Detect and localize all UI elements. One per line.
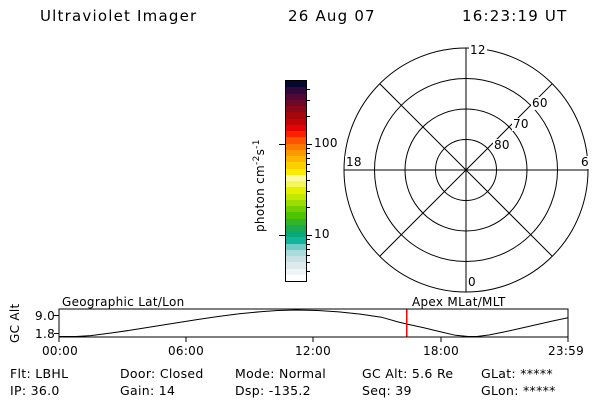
mlt-label-12: 12 xyxy=(469,43,487,57)
colorbar-band xyxy=(286,231,306,238)
colorbar-band xyxy=(286,149,306,156)
colorbar-band xyxy=(286,237,306,244)
polar-grid xyxy=(343,47,589,293)
colorbar-band xyxy=(286,168,306,175)
status-ip: IP: 36.0 xyxy=(10,383,60,398)
y-tick-label-1-8: 1.8 xyxy=(35,327,55,341)
colorbar-band xyxy=(286,174,306,181)
colorbar-minor-tick xyxy=(306,180,310,181)
lat-label-80: 80 xyxy=(493,138,511,152)
colorbar-band xyxy=(286,87,306,94)
status-flt: Flt: LBHL xyxy=(10,366,69,381)
colorbar-band xyxy=(286,262,306,269)
unit-mid: s xyxy=(253,148,267,156)
colorbar-band xyxy=(286,131,306,138)
colorbar-major-tick xyxy=(306,234,312,236)
colorbar-band xyxy=(286,212,306,219)
colorbar-tick-label-100: 100 xyxy=(314,135,338,150)
unit-exp-2: -1 xyxy=(252,139,262,149)
colorbar-major-tick xyxy=(306,143,312,145)
lat-label-70: 70 xyxy=(512,117,530,131)
colorbar-band xyxy=(286,224,306,231)
colorbar-band xyxy=(286,268,306,275)
status-mode: Mode: Normal xyxy=(235,366,327,381)
colorbar-band xyxy=(286,99,306,106)
colorbar-band xyxy=(286,199,306,206)
colorbar-major-tick-left xyxy=(279,234,285,236)
colorbar-band xyxy=(286,137,306,144)
colorbar-minor-tick xyxy=(306,157,310,159)
lat-label-60: 60 xyxy=(531,96,549,110)
colorbar-band xyxy=(286,81,306,88)
status-seq: Seq: 39 xyxy=(362,383,412,398)
colorbar-band xyxy=(286,118,306,125)
altitude-curve xyxy=(59,309,569,337)
colorbar-band xyxy=(286,162,306,169)
colorbar-band xyxy=(286,187,306,194)
colorbar-tick-label-10: 10 xyxy=(314,226,330,241)
colorbar xyxy=(285,80,307,282)
mlt-spoke-15-3 xyxy=(379,83,553,257)
x-tick-label-0000: 00:00 xyxy=(41,344,79,358)
status-gain: Gain: 14 xyxy=(120,383,176,398)
colorbar-minor-tick xyxy=(306,207,310,209)
altitude-plot-frame xyxy=(54,308,569,342)
colorbar-minor-tick xyxy=(306,152,310,154)
colorbar-minor-tick xyxy=(306,249,310,250)
status-door: Door: Closed xyxy=(120,366,204,381)
colorbar-major-tick-left xyxy=(279,143,285,145)
colorbar-minor-tick xyxy=(306,239,310,241)
colorbar-minor-tick xyxy=(306,255,310,257)
unit-prefix: photon cm xyxy=(253,164,267,232)
colorbar-band xyxy=(286,249,306,256)
colorbar-band xyxy=(286,243,306,250)
colorbar-minor-tick xyxy=(306,191,310,193)
colorbar-band xyxy=(286,206,306,213)
colorbar-band xyxy=(286,124,306,131)
status-glon: GLon: ***** xyxy=(481,383,556,398)
mlt-label-0: 0 xyxy=(467,275,477,289)
altitude-plot-left-title: Geographic Lat/Lon xyxy=(62,295,185,309)
colorbar-band xyxy=(286,156,306,163)
status-glat: GLat: ***** xyxy=(481,366,553,381)
y-tick-label-9: 9.0 xyxy=(35,309,55,323)
colorbar-minor-tick xyxy=(306,100,310,102)
colorbar-minor-tick xyxy=(306,262,310,264)
colorbar-minor-tick xyxy=(306,88,310,90)
x-tick-label-0600: 06:00 xyxy=(167,344,205,358)
x-tick-label-1800: 18:00 xyxy=(422,344,460,358)
x-tick-label-2359: 23:59 xyxy=(547,344,585,358)
colorbar-band xyxy=(286,218,306,225)
colorbar-band xyxy=(286,256,306,263)
unit-exp-1: -2 xyxy=(252,155,262,165)
colorbar-band xyxy=(286,106,306,113)
colorbar-band xyxy=(286,143,306,150)
colorbar-band xyxy=(286,274,306,281)
colorbar-unit-label: photon cm-2s-1 xyxy=(252,139,267,232)
colorbar-band xyxy=(286,181,306,188)
mlt-label-6: 6 xyxy=(580,155,590,169)
status-dsp: Dsp: -135.2 xyxy=(235,383,311,398)
colorbar-band xyxy=(286,112,306,119)
header-time: 16:23:19 UT xyxy=(462,7,568,25)
colorbar-minor-tick xyxy=(306,147,310,149)
altitude-plot-box xyxy=(58,308,569,338)
altitude-plot-right-title: Apex MLat/MLT xyxy=(412,295,506,309)
colorbar-minor-tick xyxy=(306,163,310,165)
colorbar-band xyxy=(286,93,306,100)
colorbar-minor-tick xyxy=(306,171,310,173)
status-gc-alt: GC Alt: 5.6 Re xyxy=(362,366,454,381)
page-title: Ultraviolet Imager xyxy=(40,7,198,25)
mlt-label-18: 18 xyxy=(345,155,363,169)
colorbar-minor-tick xyxy=(306,271,310,273)
x-tick-label-1200: 12:00 xyxy=(294,344,332,358)
colorbar-minor-tick xyxy=(306,243,310,245)
altitude-y-axis-label: GC Alt xyxy=(8,303,22,343)
colorbar-minor-tick xyxy=(306,116,310,118)
header-date: 26 Aug 07 xyxy=(288,7,376,25)
colorbar-band xyxy=(286,193,306,200)
